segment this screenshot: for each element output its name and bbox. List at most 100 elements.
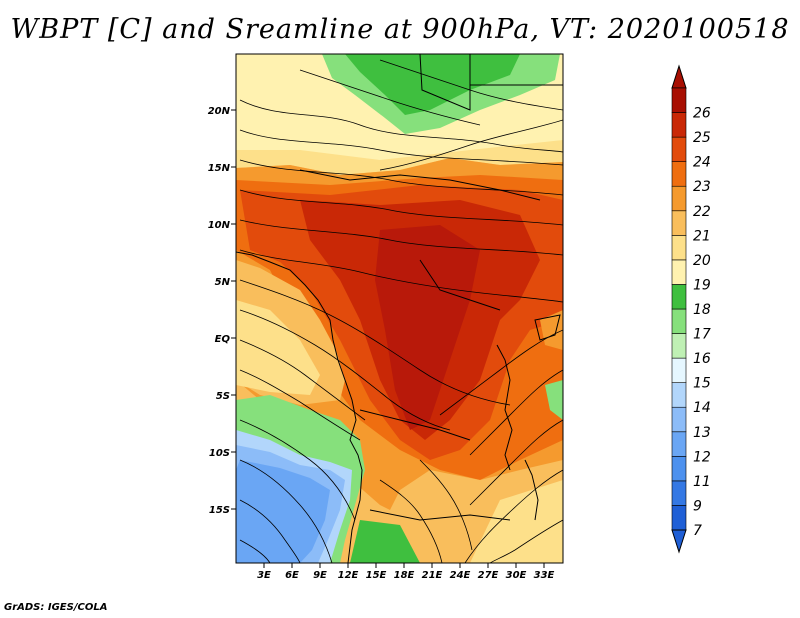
map-title: WBPT [C] and Sreamline at 900hPa, VT: 20… — [10, 14, 790, 45]
colorbar-label: 9 — [693, 498, 702, 514]
colorbar-swatch — [671, 382, 687, 408]
colorbar-top-arrow — [671, 64, 687, 89]
zone-16-south — [350, 520, 420, 563]
streamline — [239, 459, 333, 563]
streamline — [239, 249, 563, 303]
wbpt-shading — [236, 54, 563, 563]
zone-20-ocean — [236, 300, 320, 395]
streamline — [239, 99, 563, 153]
colorbar-swatch — [671, 406, 687, 433]
lon-label: 27E — [478, 570, 499, 581]
colorbar-swatch — [671, 456, 687, 482]
colorbar-swatch — [671, 259, 687, 285]
streamline — [239, 499, 301, 563]
lon-label: 18E — [394, 570, 415, 581]
colorbar-swatch — [671, 357, 687, 383]
zone-20-south — [470, 480, 563, 563]
streamline — [469, 369, 563, 456]
colorbar-label: 17 — [693, 327, 711, 343]
streamline — [239, 189, 563, 226]
streamline — [239, 539, 271, 563]
colorbar-label: 23 — [693, 179, 711, 195]
zone-22-east — [540, 310, 563, 350]
lake-malawi — [524, 459, 539, 521]
map-frame — [235, 53, 564, 564]
lon-label: 6E — [285, 570, 299, 581]
lon-axis: 3E 6E 9E 12E 15E 18E 21E 24E 27E 30E 33E — [257, 563, 555, 581]
colorbar-swatch — [671, 308, 687, 334]
coastlines — [236, 54, 563, 563]
colorbar-swatch — [671, 136, 687, 162]
lat-label: EQ — [215, 334, 231, 345]
colorbar-swatch — [671, 284, 687, 310]
colorbar-swatch — [671, 210, 687, 236]
colorbar-swatch — [671, 185, 687, 212]
west-coast — [236, 251, 363, 563]
zone-17-east — [545, 380, 563, 420]
colorbar-label: 7 — [693, 523, 702, 539]
lat-label: 5S — [216, 391, 230, 402]
lat-label: 5N — [215, 277, 231, 288]
streamline — [239, 129, 563, 166]
streamline — [239, 219, 563, 256]
colorbar-swatch — [671, 480, 687, 506]
colorbar-swatch — [671, 505, 687, 531]
streamline — [239, 339, 366, 421]
streamline — [489, 519, 563, 563]
colorbar-swatch — [671, 161, 687, 187]
border-sahel — [299, 169, 541, 201]
lon-label: 21E — [422, 570, 443, 581]
colorbar-label: 24 — [693, 155, 711, 171]
lat-label: 10N — [208, 220, 231, 231]
colorbar-swatch — [671, 333, 687, 359]
colorbar-label: 16 — [693, 351, 711, 367]
streamline — [239, 419, 356, 521]
streamline — [469, 419, 563, 506]
lat-label: 15S — [209, 505, 230, 516]
streamline — [379, 479, 443, 563]
lat-axis: 20N 15N 10N 5N EQ 5S 10S 15S — [208, 106, 236, 516]
colorbar-label: 26 — [693, 106, 711, 122]
streamline — [239, 279, 511, 406]
streamline — [239, 309, 451, 431]
streamline — [439, 329, 563, 416]
colorbar-label: 11 — [693, 474, 711, 490]
colorbar-label: 20 — [693, 253, 711, 269]
border-drc-car — [419, 259, 501, 311]
colorbar-label: 18 — [693, 302, 711, 318]
border-drc-angola — [359, 409, 471, 441]
streamline — [419, 459, 473, 551]
streamline — [379, 59, 563, 111]
lon-label: 12E — [338, 570, 359, 581]
credit-text: GrADS: IGES/COLA — [4, 602, 108, 613]
streamline — [379, 119, 563, 171]
streamline — [239, 159, 563, 196]
colorbar-label: 13 — [693, 425, 711, 441]
streamline — [464, 469, 563, 563]
lon-label: 3E — [257, 570, 271, 581]
colorbar-bottom-arrow — [671, 529, 687, 554]
colorbar-label: 14 — [693, 400, 711, 416]
lon-label: 33E — [534, 570, 555, 581]
lon-label: 24E — [450, 570, 471, 581]
zone-12 — [236, 460, 330, 563]
zone-25b — [375, 225, 480, 430]
lat-label: 10S — [209, 448, 230, 459]
lon-label: 9E — [313, 570, 327, 581]
border-chad-libya — [419, 54, 471, 111]
colorbar-swatch — [671, 235, 687, 261]
colorbar-label: 22 — [693, 204, 711, 220]
colorbar-label: 15 — [693, 376, 711, 392]
zone-16-sahara — [345, 54, 520, 115]
lake-victoria — [534, 314, 561, 341]
colorbar-swatch — [671, 112, 687, 138]
lat-label: 20N — [208, 106, 231, 117]
lat-label: 15N — [208, 163, 231, 174]
colorbar: 7 9 11 12 13 14 15 16 17 18 19 20 21 22 23 24 25 26 — [671, 64, 711, 554]
lon-label: 15E — [366, 570, 387, 581]
streamlines — [239, 59, 563, 563]
colorbar-swatch — [671, 87, 687, 113]
streamline — [239, 369, 361, 441]
lon-label: 30E — [506, 570, 527, 581]
